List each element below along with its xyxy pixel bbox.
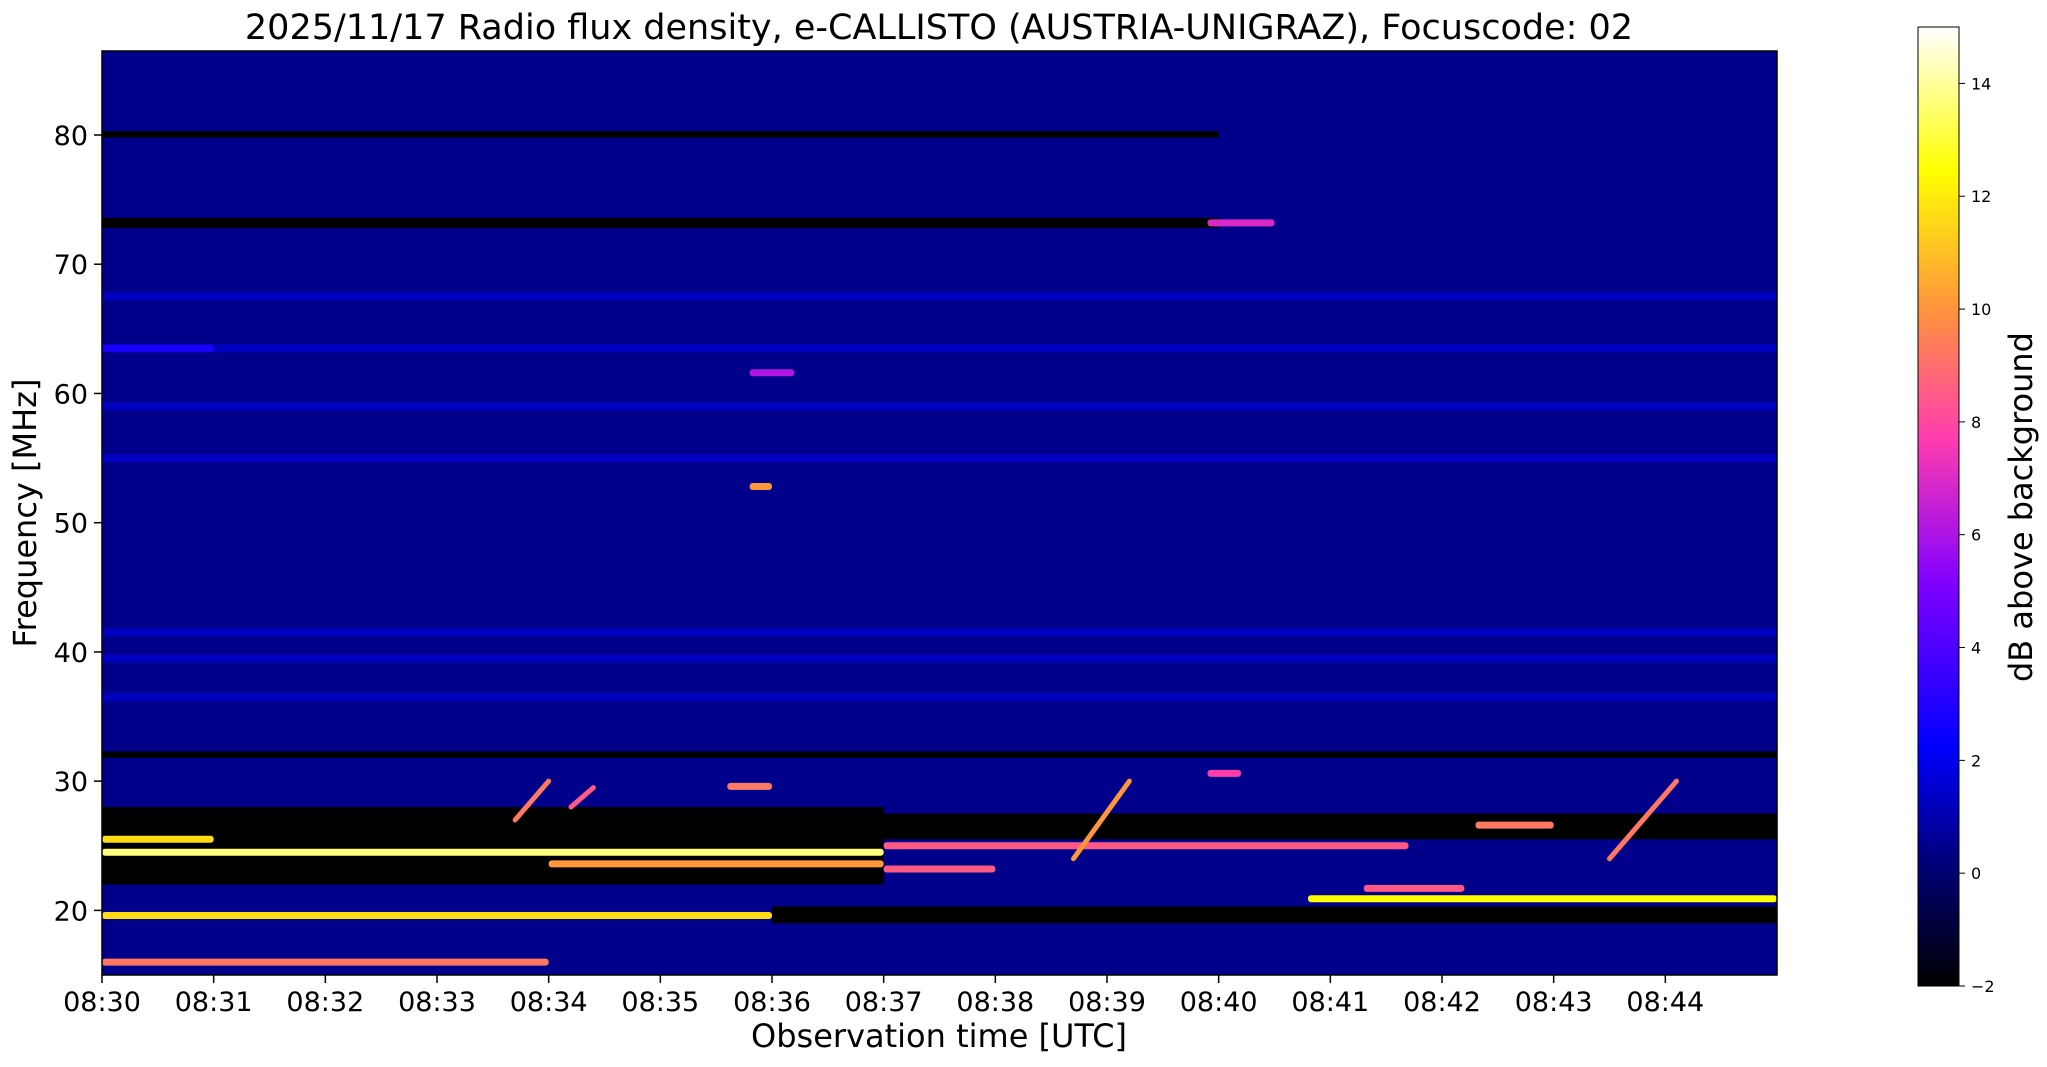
x-tick-label: 08:32 — [286, 987, 364, 1018]
plot-frame — [101, 50, 1778, 976]
y-axis: 20 30 40 50 60 70 80 — [54, 121, 102, 927]
drift-burst — [512, 778, 552, 823]
continuum-emission — [1363, 884, 1465, 892]
interference-band — [102, 454, 1777, 463]
y-tick-label: 70 — [54, 250, 88, 281]
colorbar-tick-label: 14 — [1971, 74, 1991, 93]
x-tick-label: 08:35 — [621, 987, 699, 1018]
y-tick-label: 80 — [54, 121, 88, 152]
y-tick-label: 20 — [54, 896, 88, 927]
continuum-emission — [1207, 219, 1275, 227]
x-tick-label: 08:38 — [956, 987, 1034, 1018]
continuum-emission — [1207, 769, 1241, 777]
colorbar-tick-label: 2 — [1971, 751, 1981, 770]
continuum-emission — [1308, 895, 1777, 903]
x-tick-label: 08:37 — [845, 987, 923, 1018]
colorbar: −2 0 2 4 6 8 10 12 14 dB above background — [1917, 26, 2040, 996]
interference-band — [102, 628, 1777, 637]
continuum-emission — [1475, 821, 1554, 829]
colorbar-tick-label: −2 — [1971, 977, 1995, 996]
x-tick-label: 08:42 — [1403, 987, 1481, 1018]
plot-area — [101, 50, 1778, 976]
y-tick-label: 60 — [54, 379, 88, 410]
x-tick-label: 08:43 — [1515, 987, 1593, 1018]
dark-band — [102, 131, 1219, 138]
dark-band — [772, 906, 1777, 924]
dark-band — [102, 751, 1777, 758]
colorbar-axis: −2 0 2 4 6 8 10 12 14 — [1959, 74, 1995, 996]
spectrogram-layer — [102, 51, 1777, 975]
colorbar-tick-label: 0 — [1971, 864, 1981, 883]
continuum-emission — [883, 842, 1409, 850]
continuum-emission — [727, 782, 772, 790]
x-tick-label: 08:34 — [510, 987, 588, 1018]
dark-band — [102, 217, 1219, 229]
continuum-emission — [102, 835, 214, 843]
x-tick-label: 08:41 — [1291, 987, 1369, 1018]
colorbar-tick-label: 6 — [1971, 526, 1981, 545]
continuum-emission — [548, 860, 884, 868]
x-tick-label: 08:31 — [175, 987, 253, 1018]
drift-burst — [1071, 778, 1132, 862]
drift-burst — [1607, 778, 1679, 862]
colorbar-tick-label: 12 — [1971, 187, 1991, 206]
x-tick-label: 08:36 — [733, 987, 811, 1018]
continuum-emission — [102, 912, 772, 920]
continuum-emission — [749, 369, 795, 377]
continuum-emission — [102, 958, 549, 966]
x-tick-label: 08:44 — [1626, 987, 1704, 1018]
x-axis-label: Observation time [UTC] — [751, 1017, 1127, 1055]
y-tick-label: 30 — [54, 767, 88, 798]
x-tick-label: 08:33 — [398, 987, 476, 1018]
x-axis: 08:30 08:31 08:32 08:33 08:34 08:35 08:36 08:37… — [63, 975, 1704, 1018]
x-tick-label: 08:30 — [63, 987, 141, 1018]
drift-burst — [568, 785, 596, 810]
dark-band — [102, 807, 884, 885]
interference-band — [102, 693, 1777, 702]
interference-band — [102, 402, 1777, 411]
x-tick-label: 08:39 — [1068, 987, 1146, 1018]
colorbar-gradient — [1917, 26, 1960, 987]
continuum-emission — [102, 848, 884, 856]
x-tick-label: 08:40 — [1180, 987, 1258, 1018]
interference-band — [102, 654, 1777, 663]
y-axis-label: Frequency [MHz] — [6, 379, 44, 648]
continuum-emission — [883, 865, 996, 873]
interference-band — [102, 292, 1777, 301]
y-tick-label: 40 — [54, 638, 88, 669]
colorbar-label: dB above background — [2002, 332, 2040, 682]
colorbar-tick-label: 10 — [1971, 300, 1991, 319]
chart-title: 2025/11/17 Radio flux density, e-CALLIST… — [245, 8, 1633, 48]
continuum-emission — [749, 483, 772, 491]
interference-band — [102, 344, 1777, 353]
continuum-emission — [102, 344, 214, 352]
y-tick-label: 50 — [54, 509, 88, 540]
colorbar-tick-label: 4 — [1971, 639, 1981, 658]
colorbar-tick-label: 8 — [1971, 413, 1981, 432]
